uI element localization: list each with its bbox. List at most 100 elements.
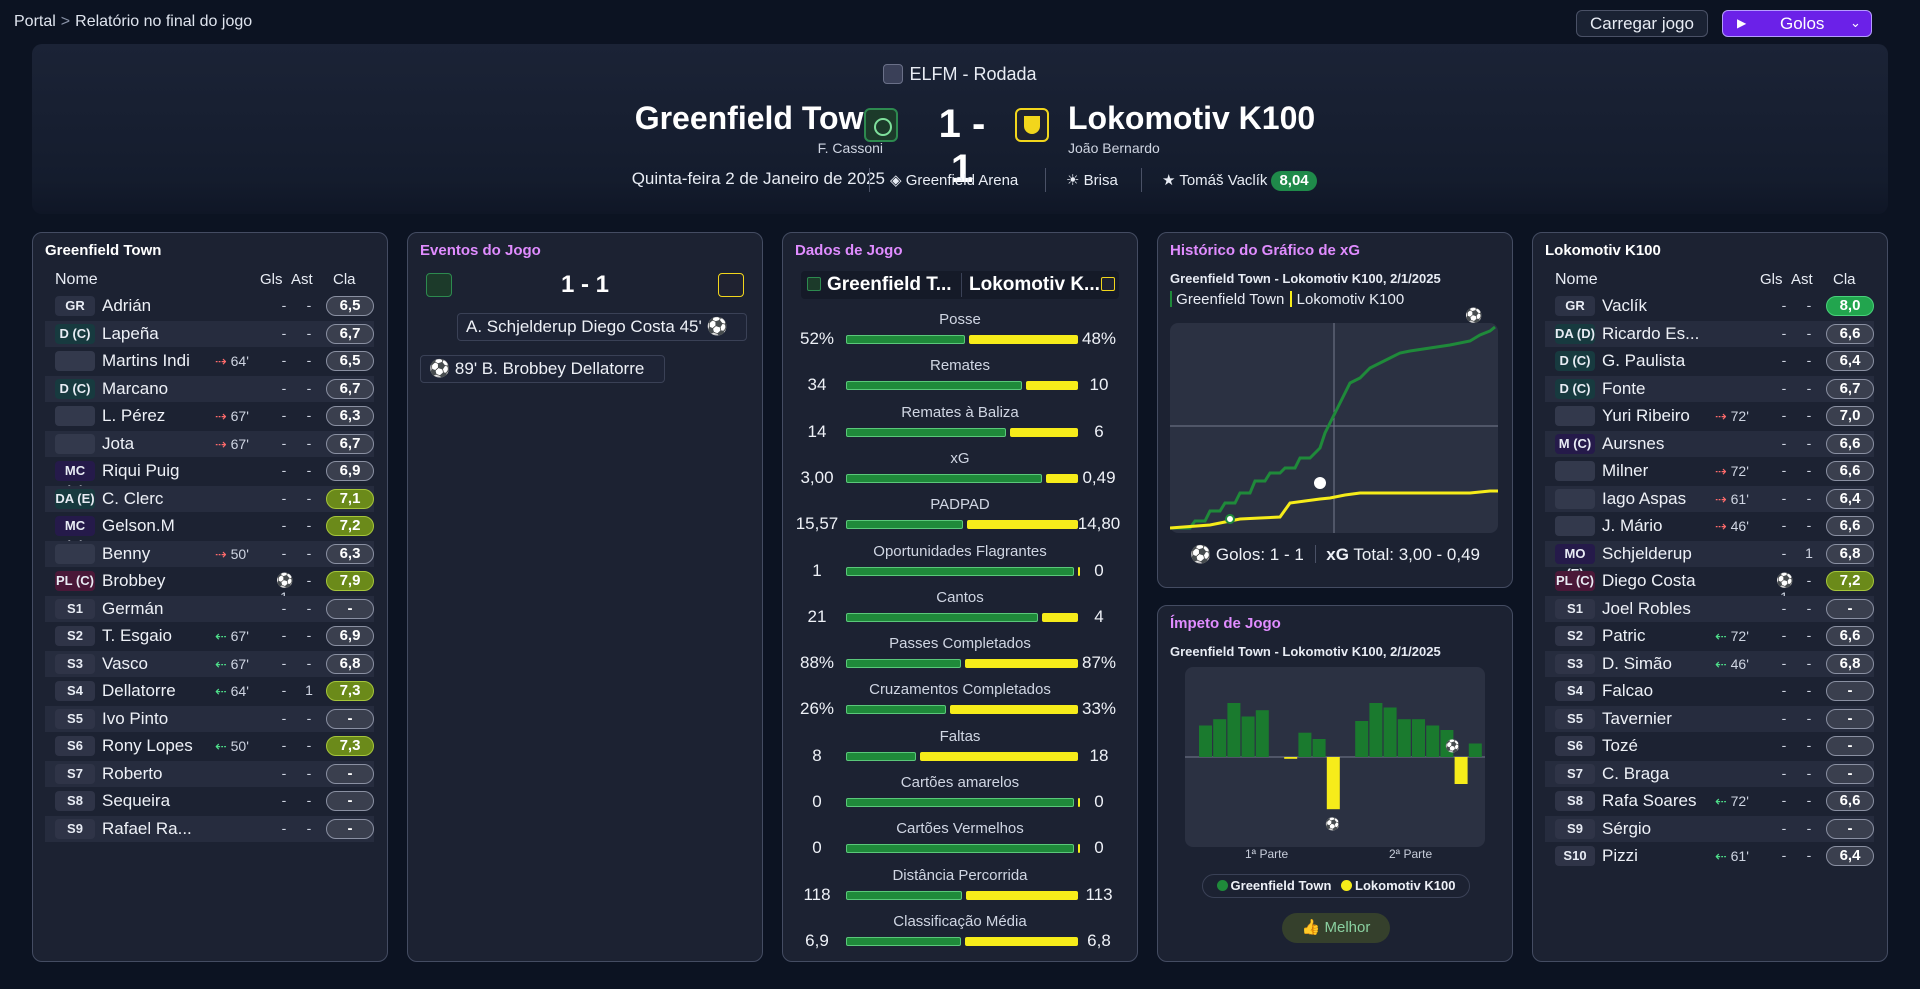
- player-row[interactable]: S9 Sérgio - - -: [1545, 815, 1874, 842]
- player-row[interactable]: S3 D. Simão ⇠ 46' - -6,8: [1545, 650, 1874, 677]
- player-name[interactable]: Patric: [1602, 626, 1646, 645]
- player-name[interactable]: Jota: [102, 433, 135, 453]
- best-button[interactable]: 👍 Melhor: [1282, 913, 1390, 943]
- player-name[interactable]: Falcao: [1602, 681, 1654, 700]
- away-team-name[interactable]: Lokomotiv K100: [1068, 100, 1316, 136]
- home-team-name[interactable]: Greenfield Town: [634, 100, 883, 136]
- tab-home[interactable]: Greenfield T...: [807, 273, 957, 297]
- goals-dropdown-button[interactable]: ▶ Golos ⌄: [1722, 10, 1872, 37]
- player-row[interactable]: S2 T. Esgaio ⇠ 67' - -6,9: [45, 623, 374, 649]
- player-name[interactable]: Germán: [102, 598, 164, 618]
- load-game-button[interactable]: Carregar jogo: [1576, 10, 1708, 37]
- player-row[interactable]: S5 Tavernier - - -: [1545, 705, 1874, 732]
- player-row[interactable]: GR Adrián - -6,5: [45, 293, 374, 319]
- player-row[interactable]: S6 Rony Lopes ⇠ 50' - -7,3: [45, 733, 374, 759]
- player-row[interactable]: S8 Sequeira - - -: [45, 788, 374, 814]
- player-name[interactable]: T. Esgaio: [102, 626, 172, 645]
- tab-away[interactable]: Lokomotiv K...: [969, 273, 1099, 297]
- player-row[interactable]: Iago Aspas ⇢ 61' - -6,4: [1545, 485, 1874, 512]
- player-name[interactable]: Sequeira: [102, 791, 171, 810]
- player-row[interactable]: J. Mário ⇢ 46' - -6,6: [1545, 513, 1874, 539]
- player-row[interactable]: S6 Tozé - - -: [1545, 733, 1874, 759]
- player-name[interactable]: Marcano: [102, 378, 169, 398]
- player-name[interactable]: Rafa Soares: [1602, 791, 1697, 810]
- player-name[interactable]: Vasco: [102, 653, 148, 673]
- player-row[interactable]: PL (C)Brobbey⚽1-7,9: [45, 568, 374, 605]
- home-manager[interactable]: F. Cassoni: [817, 140, 883, 156]
- player-row[interactable]: MC (D)Gelson.M--7,2: [45, 513, 374, 553]
- player-row[interactable]: S4 Dellatorre ⇠ 64' - 1 7,3: [45, 678, 374, 704]
- player-row[interactable]: S7 Roberto - - -: [45, 760, 374, 787]
- player-row[interactable]: M (C) Aursnes - -6,6: [1545, 430, 1874, 457]
- player-row[interactable]: DA (E) C. Clerc - -7,1: [45, 485, 374, 512]
- player-name[interactable]: Roberto: [102, 763, 163, 783]
- stat-home-value: 8: [812, 745, 822, 765]
- player-name[interactable]: Iago Aspas: [1602, 488, 1687, 508]
- player-row[interactable]: S9 Rafael Ra... - - -: [45, 815, 374, 842]
- player-rating: 6,6: [1826, 516, 1874, 536]
- player-row[interactable]: D (C) Fonte - -6,7: [1545, 375, 1874, 402]
- player-name[interactable]: Milner: [1602, 461, 1649, 480]
- player-row[interactable]: MC (C)Riqui Puig--6,9: [45, 458, 374, 498]
- player-name[interactable]: L. Pérez: [102, 406, 166, 425]
- player-row[interactable]: Jota ⇢ 67' - -6,7: [45, 430, 374, 457]
- player-name[interactable]: Lapeña: [102, 323, 159, 343]
- player-name[interactable]: Joel Robles: [1602, 598, 1691, 618]
- away-manager[interactable]: João Bernardo: [1068, 140, 1160, 156]
- event-away-goal[interactable]: A. Schjelderup Diego Costa 45' ⚽: [457, 313, 747, 341]
- player-name[interactable]: D. Simão: [1602, 653, 1672, 673]
- player-name[interactable]: Aursnes: [1602, 433, 1665, 453]
- player-name[interactable]: Ricardo Es...: [1602, 323, 1700, 343]
- player-row[interactable]: L. Pérez ⇢ 67' - -6,3: [45, 403, 374, 429]
- breadcrumb-root[interactable]: Portal: [14, 13, 56, 30]
- player-name[interactable]: Fonte: [1602, 378, 1646, 398]
- player-name[interactable]: Yuri Ribeiro: [1602, 406, 1690, 425]
- player-name[interactable]: Vaclík: [1602, 296, 1648, 315]
- player-row[interactable]: S5 Ivo Pinto - - -: [45, 705, 374, 732]
- player-name[interactable]: Rony Lopes: [102, 736, 193, 755]
- player-row[interactable]: D (C) Marcano - -6,7: [45, 375, 374, 402]
- player-row[interactable]: MO (E) Schjelderup - 1 6,8: [1545, 540, 1874, 581]
- player-row[interactable]: PL (C)Diego Costa⚽1-7,2: [1545, 568, 1874, 605]
- player-name[interactable]: Riqui Puig: [102, 461, 180, 480]
- player-name[interactable]: Ivo Pinto: [102, 708, 169, 728]
- player-row[interactable]: S1 Joel Robles - - -: [1545, 595, 1874, 622]
- player-row[interactable]: Martins Indi ⇢ 64' - -6,5: [45, 348, 374, 374]
- player-row[interactable]: S10 Pizzi ⇠ 61' - -6,4: [1545, 843, 1874, 869]
- player-name[interactable]: Adrián: [102, 296, 152, 315]
- player-name[interactable]: C. Braga: [1602, 763, 1670, 783]
- player-name[interactable]: Martins Indi: [102, 351, 190, 370]
- player-name[interactable]: Brobbey: [102, 571, 166, 590]
- player-name[interactable]: Schjelderup: [1602, 543, 1692, 563]
- man-of-the-match[interactable]: ★ Tomáš Vaclík 8,04: [1162, 171, 1317, 191]
- player-row[interactable]: DA (D) Ricardo Es... - -6,6: [1545, 320, 1874, 347]
- player-row[interactable]: Milner ⇢ 72' - -6,6: [1545, 458, 1874, 484]
- player-name[interactable]: Rafael Ra...: [102, 818, 192, 838]
- player-name[interactable]: Pizzi: [1602, 846, 1638, 865]
- stadium[interactable]: ◈ Greenfield Arena: [890, 171, 1018, 189]
- player-name[interactable]: Tozé: [1602, 736, 1638, 755]
- player-name[interactable]: Diego Costa: [1602, 571, 1696, 590]
- player-row[interactable]: S8 Rafa Soares ⇠ 72' - -6,6: [1545, 788, 1874, 814]
- player-row[interactable]: S7 C. Braga - - -: [1545, 760, 1874, 787]
- player-row[interactable]: S1 Germán - - -: [45, 595, 374, 622]
- player-name[interactable]: Tavernier: [1602, 708, 1672, 728]
- player-row[interactable]: D (C) G. Paulista - -6,4: [1545, 348, 1874, 374]
- player-name[interactable]: Dellatorre: [102, 681, 176, 700]
- player-row[interactable]: D (C) Lapeña - -6,7: [45, 320, 374, 347]
- player-name[interactable]: C. Clerc: [102, 488, 164, 508]
- player-name[interactable]: J. Mário: [1602, 516, 1663, 535]
- player-name[interactable]: Benny: [102, 543, 151, 563]
- player-row[interactable]: S4 Falcao - - -: [1545, 678, 1874, 704]
- player-row[interactable]: Benny ⇢ 50' - -6,3: [45, 540, 374, 567]
- event-home-goal[interactable]: ⚽ 89' B. Brobbey Dellatorre: [420, 355, 665, 383]
- player-row[interactable]: GR Vaclík - -8,0: [1545, 293, 1874, 319]
- player-row[interactable]: Yuri Ribeiro ⇢ 72' - -7,0: [1545, 403, 1874, 429]
- player-name[interactable]: Gelson.M: [102, 516, 175, 535]
- player-name[interactable]: G. Paulista: [1602, 351, 1686, 370]
- player-row[interactable]: S2 Patric ⇠ 72' - -6,6: [1545, 623, 1874, 649]
- momentum-bar-home: [1298, 732, 1312, 757]
- player-name[interactable]: Sérgio: [1602, 818, 1652, 838]
- stat-bar-away: [920, 751, 1078, 761]
- player-row[interactable]: S3 Vasco ⇠ 67' - -6,8: [45, 650, 374, 677]
